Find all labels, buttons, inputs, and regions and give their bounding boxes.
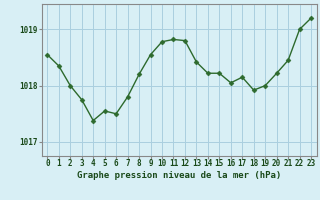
X-axis label: Graphe pression niveau de la mer (hPa): Graphe pression niveau de la mer (hPa) (77, 171, 281, 180)
